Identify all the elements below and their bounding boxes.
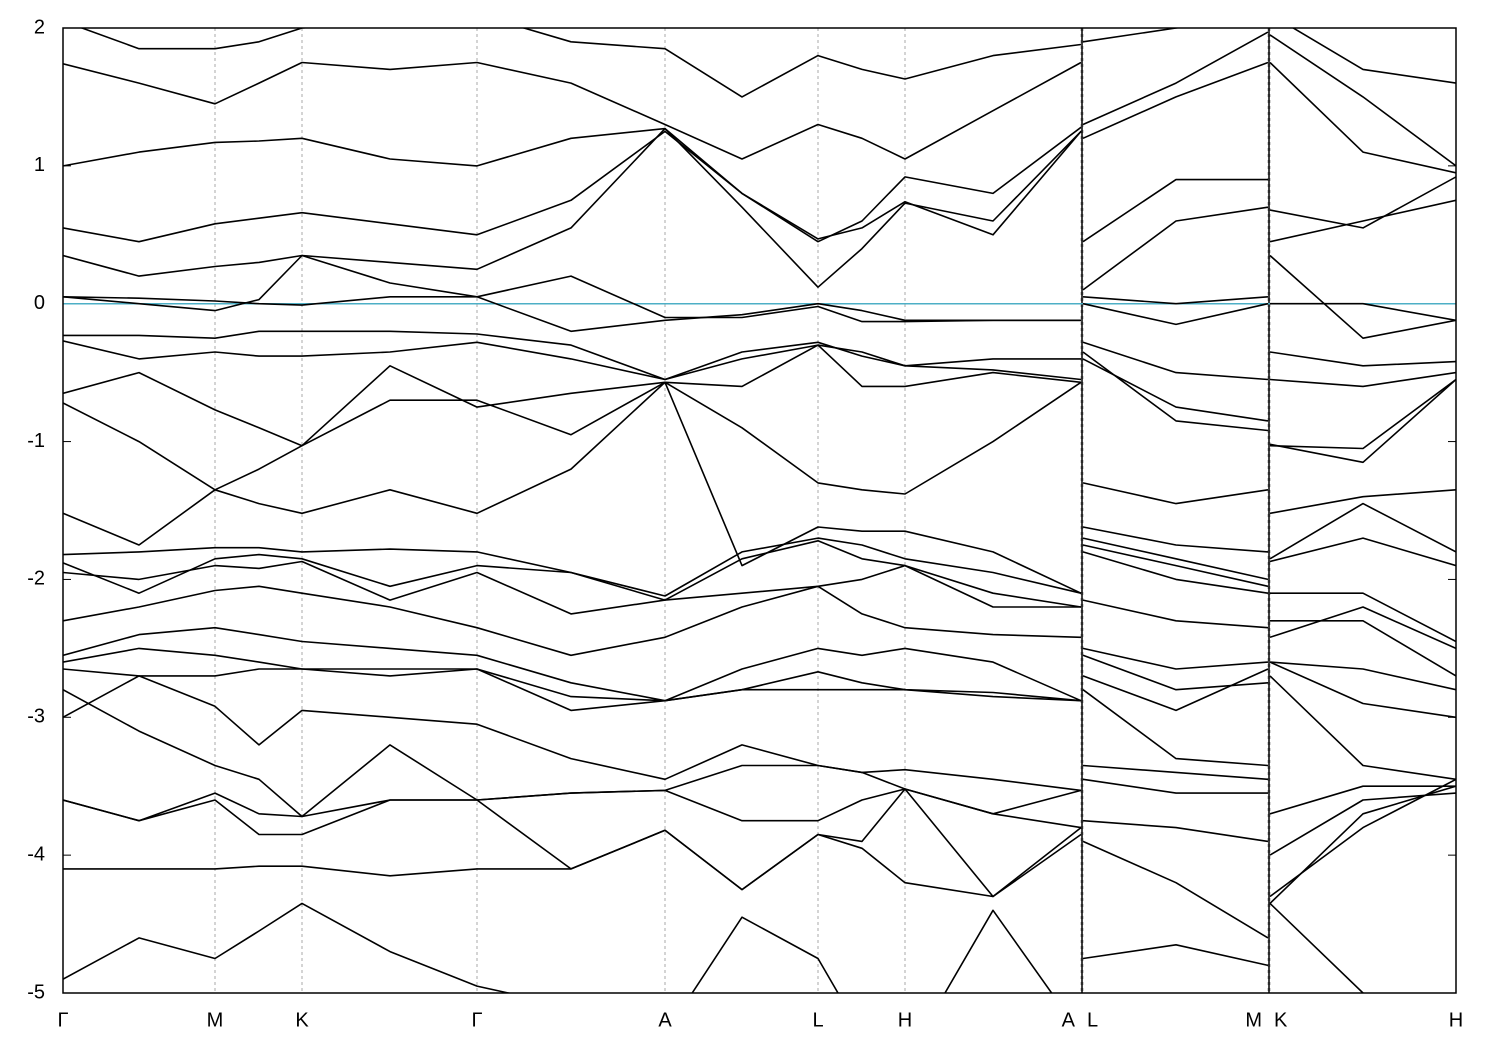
x-tick-label: H — [898, 1009, 912, 1031]
y-tick-label: -5 — [27, 981, 45, 1003]
band-line — [79, 28, 1456, 98]
band-line — [63, 537, 1456, 608]
band-line — [63, 378, 1456, 505]
band-line — [63, 254, 1456, 339]
x-tick-label: L — [1087, 1009, 1098, 1031]
x-tick-label: A — [1062, 1009, 1076, 1031]
x-tick-label: A — [658, 1009, 672, 1031]
band-line — [63, 31, 1456, 167]
band-line — [63, 275, 1456, 323]
band-line — [63, 61, 1456, 243]
x-tick-label: Γ — [471, 1009, 482, 1031]
bands — [63, 28, 1456, 993]
x-tick-label: K — [295, 1009, 309, 1031]
band-line — [63, 130, 1456, 243]
y-tick-label: -4 — [27, 843, 45, 865]
y-tick-label: 2 — [34, 16, 45, 38]
x-tick-label: M — [1245, 1009, 1262, 1031]
band-line — [63, 606, 1456, 702]
band-line — [63, 344, 1456, 464]
band-line — [63, 785, 1456, 939]
band-line — [63, 661, 1456, 719]
band-line — [63, 330, 1456, 381]
band-line — [63, 127, 1456, 291]
x-tick-label: M — [207, 1009, 224, 1031]
band-line — [63, 381, 1456, 594]
y-tick-label: -2 — [27, 568, 45, 590]
y-tick-label: 1 — [34, 154, 45, 176]
x-tick-label: Γ — [57, 1009, 68, 1031]
x-tick-label: K — [1274, 1009, 1288, 1031]
x-tick-label: H — [1449, 1009, 1463, 1031]
x-tick-label: L — [812, 1009, 823, 1031]
band-line — [63, 647, 1456, 702]
plot-frame — [62, 27, 1457, 994]
y-tick-label: 0 — [34, 292, 45, 314]
band-line — [63, 902, 1365, 993]
band-line — [63, 675, 1456, 792]
y-tick-label: -1 — [27, 430, 45, 452]
y-tick-label: -3 — [27, 706, 45, 728]
band-line — [63, 585, 1456, 677]
band-line — [63, 551, 1456, 643]
